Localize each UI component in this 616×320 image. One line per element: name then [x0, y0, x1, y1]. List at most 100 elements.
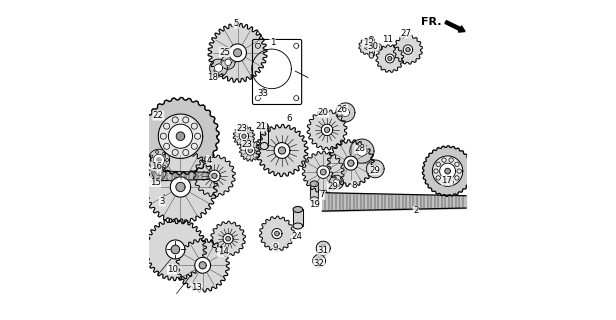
Polygon shape	[144, 150, 217, 224]
Polygon shape	[166, 240, 185, 259]
Text: 31: 31	[318, 246, 329, 255]
Polygon shape	[240, 140, 261, 161]
Polygon shape	[256, 124, 308, 177]
Text: 2: 2	[413, 206, 419, 215]
Polygon shape	[394, 35, 423, 64]
Polygon shape	[248, 148, 253, 153]
Polygon shape	[209, 59, 227, 77]
Polygon shape	[341, 108, 349, 116]
Text: 32: 32	[314, 259, 325, 268]
Text: 27: 27	[400, 28, 411, 38]
Polygon shape	[374, 44, 381, 51]
Polygon shape	[327, 140, 375, 187]
Polygon shape	[225, 59, 231, 66]
Text: 8: 8	[351, 181, 357, 190]
Polygon shape	[307, 110, 347, 150]
Text: 17: 17	[442, 176, 452, 185]
Polygon shape	[350, 139, 374, 163]
Polygon shape	[209, 170, 220, 181]
Polygon shape	[364, 44, 370, 49]
Text: 24: 24	[291, 232, 302, 241]
Text: 11: 11	[382, 35, 393, 44]
Polygon shape	[176, 132, 185, 140]
Polygon shape	[153, 154, 164, 166]
Text: 15: 15	[150, 178, 161, 187]
Polygon shape	[275, 231, 279, 236]
Polygon shape	[344, 156, 358, 170]
Text: 26: 26	[337, 105, 348, 114]
Polygon shape	[403, 45, 413, 54]
Polygon shape	[233, 49, 241, 57]
Bar	[260, 126, 268, 146]
Polygon shape	[316, 241, 330, 255]
Polygon shape	[272, 228, 282, 239]
Polygon shape	[302, 151, 344, 193]
Polygon shape	[171, 245, 180, 254]
Polygon shape	[193, 155, 235, 197]
Text: 5: 5	[233, 19, 238, 28]
Polygon shape	[386, 54, 394, 63]
Polygon shape	[371, 165, 379, 173]
Polygon shape	[214, 64, 222, 72]
Text: 29: 29	[327, 182, 338, 191]
Polygon shape	[367, 160, 384, 178]
Polygon shape	[208, 23, 267, 82]
Polygon shape	[144, 218, 206, 281]
Polygon shape	[293, 206, 302, 212]
Polygon shape	[445, 168, 450, 174]
Polygon shape	[320, 245, 326, 251]
Text: 28: 28	[355, 144, 366, 153]
Polygon shape	[310, 181, 318, 187]
Polygon shape	[233, 125, 254, 147]
Text: 1: 1	[270, 38, 275, 47]
Polygon shape	[158, 114, 203, 158]
Text: 25: 25	[219, 48, 230, 57]
Polygon shape	[171, 177, 190, 197]
Polygon shape	[148, 149, 169, 171]
Bar	[369, 39, 374, 55]
Text: 14: 14	[218, 247, 229, 257]
Polygon shape	[440, 163, 455, 179]
Polygon shape	[195, 257, 211, 273]
Text: 33: 33	[257, 89, 268, 98]
Polygon shape	[316, 258, 322, 264]
Polygon shape	[168, 124, 193, 148]
Polygon shape	[242, 134, 246, 138]
Text: 9: 9	[273, 243, 278, 252]
Polygon shape	[347, 160, 354, 166]
Text: 23: 23	[241, 140, 253, 148]
Polygon shape	[423, 146, 472, 196]
Text: 19: 19	[309, 200, 320, 209]
Polygon shape	[229, 44, 246, 62]
Polygon shape	[221, 55, 235, 69]
Polygon shape	[152, 166, 166, 180]
Polygon shape	[322, 124, 333, 136]
Polygon shape	[333, 179, 339, 185]
Polygon shape	[359, 38, 375, 55]
Polygon shape	[317, 166, 330, 178]
Polygon shape	[406, 47, 410, 52]
Polygon shape	[376, 45, 379, 49]
Polygon shape	[320, 169, 326, 175]
Polygon shape	[357, 146, 367, 156]
Text: 18: 18	[207, 73, 217, 82]
FancyArrow shape	[445, 20, 465, 32]
Polygon shape	[388, 57, 392, 60]
Text: 3: 3	[160, 197, 165, 206]
Text: 22: 22	[153, 111, 164, 120]
Polygon shape	[432, 156, 463, 186]
Polygon shape	[369, 52, 374, 58]
Polygon shape	[226, 236, 230, 241]
Polygon shape	[325, 127, 330, 132]
Text: 12: 12	[363, 38, 374, 47]
Text: 7: 7	[320, 190, 325, 199]
Polygon shape	[199, 262, 206, 269]
Polygon shape	[261, 142, 268, 149]
Text: 30: 30	[368, 42, 379, 51]
Text: 29: 29	[369, 166, 380, 175]
Text: FR.: FR.	[421, 17, 442, 27]
Polygon shape	[156, 158, 161, 162]
Polygon shape	[274, 142, 290, 158]
Text: 23: 23	[236, 124, 247, 133]
Bar	[293, 210, 302, 226]
